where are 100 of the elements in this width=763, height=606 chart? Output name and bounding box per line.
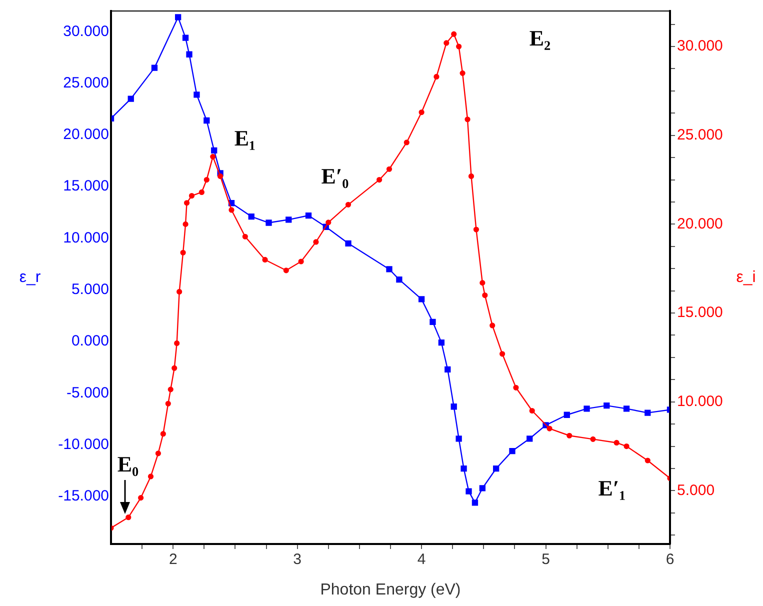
y-tick-label: 5.000 <box>71 281 109 298</box>
point <box>644 458 650 464</box>
point <box>590 436 596 442</box>
annotation: E′₁ <box>598 476 626 501</box>
point <box>386 166 392 172</box>
point <box>286 216 292 223</box>
point <box>305 212 312 219</box>
point <box>186 51 192 58</box>
y-tick-label: 15.000 <box>63 178 109 195</box>
point <box>526 436 533 442</box>
point <box>509 448 516 454</box>
point <box>266 220 272 226</box>
point <box>546 426 552 432</box>
point <box>151 64 158 71</box>
point <box>624 443 630 450</box>
point <box>418 296 425 302</box>
y-tick-label: 25.000 <box>63 74 109 92</box>
y-tick-label: -10.000 <box>58 436 109 453</box>
point <box>262 256 268 263</box>
point <box>165 400 171 406</box>
point <box>168 386 174 392</box>
point <box>472 500 478 506</box>
point <box>298 258 304 264</box>
point <box>376 176 382 183</box>
point <box>473 226 480 232</box>
point <box>566 432 572 438</box>
point <box>182 34 189 41</box>
point <box>584 406 590 412</box>
y-tick-label: 30.000 <box>63 22 109 40</box>
y-tick-label: 10.000 <box>63 229 109 246</box>
y2-tick-label: 25.000 <box>677 126 723 144</box>
point <box>434 74 440 80</box>
point <box>210 154 216 160</box>
point <box>513 384 519 390</box>
point <box>466 488 472 494</box>
point <box>460 466 467 472</box>
point <box>160 431 166 437</box>
point <box>326 220 332 226</box>
point <box>418 109 424 116</box>
point <box>180 250 186 256</box>
point <box>456 436 462 442</box>
point <box>204 117 210 124</box>
y-tick-label: 0.000 <box>71 332 109 350</box>
point <box>468 173 474 180</box>
point <box>283 268 289 274</box>
point <box>228 207 234 213</box>
point <box>604 402 610 409</box>
point <box>456 44 462 50</box>
point <box>126 514 132 520</box>
annotation: E′₀ <box>321 164 350 189</box>
point <box>479 485 486 492</box>
point <box>444 40 450 46</box>
y-tick-label: -15.000 <box>58 488 109 505</box>
point <box>184 200 190 206</box>
point <box>464 116 470 122</box>
point <box>194 92 200 98</box>
point <box>204 176 210 183</box>
point <box>490 322 496 328</box>
x-tick-label: 2 <box>168 551 178 568</box>
point <box>176 288 182 295</box>
y2-axis-title: ε_i <box>736 268 756 286</box>
point <box>138 495 144 501</box>
point <box>174 340 180 346</box>
y2-tick-label: 15.000 <box>677 304 723 322</box>
point <box>614 440 620 446</box>
point <box>644 410 651 416</box>
point <box>500 351 506 357</box>
y-tick-label: -5.000 <box>66 384 109 402</box>
point <box>529 408 535 414</box>
x-axis-title: Photon Energy (eV) <box>320 581 461 598</box>
point <box>248 213 254 220</box>
point <box>211 147 218 154</box>
point <box>313 239 319 245</box>
y-axis-title: ε_r <box>19 268 42 286</box>
point <box>623 406 630 412</box>
point <box>182 221 188 227</box>
point <box>148 474 154 480</box>
point <box>175 14 182 20</box>
x-tick-label: 4 <box>417 551 426 568</box>
annotation: E₂ <box>529 26 552 51</box>
point <box>128 96 134 102</box>
point <box>451 31 457 37</box>
point <box>155 450 162 456</box>
y2-tick-label: 10.000 <box>677 393 723 410</box>
annotation: E₀ <box>117 452 140 477</box>
point <box>188 192 195 199</box>
point <box>345 240 352 246</box>
y2-tick-label: 20.000 <box>677 215 723 232</box>
point <box>242 234 248 240</box>
y2-tick-label: 5.000 <box>677 482 715 499</box>
y-tick-label: 20.000 <box>63 126 109 144</box>
point <box>404 140 410 146</box>
point <box>430 318 436 325</box>
point <box>386 266 392 272</box>
point <box>396 276 402 283</box>
point <box>172 365 178 371</box>
point <box>450 404 457 410</box>
x-tick-label: 6 <box>666 551 674 568</box>
point <box>218 173 224 180</box>
point <box>564 412 570 418</box>
